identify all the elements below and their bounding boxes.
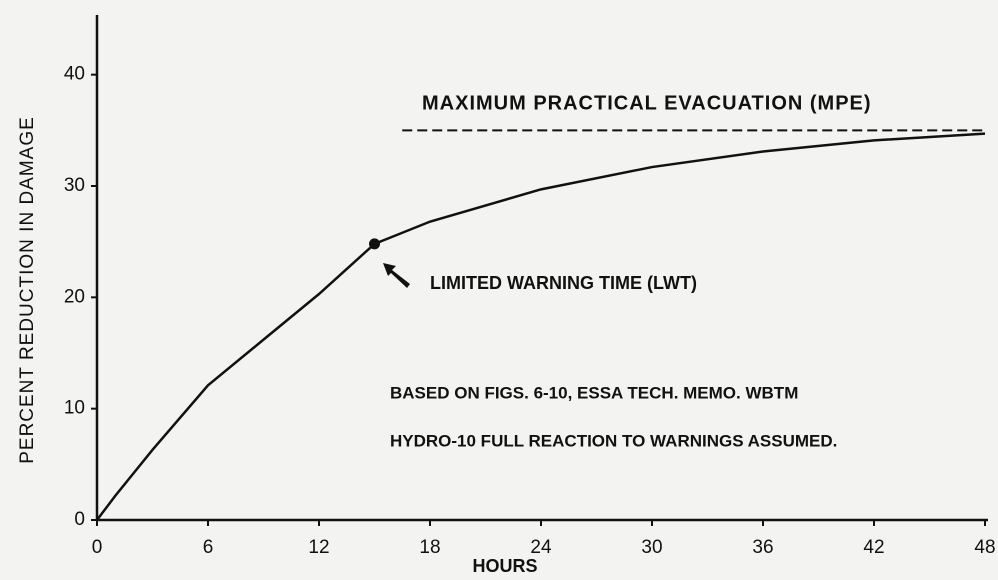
x-tick-label: 30 <box>641 537 662 558</box>
x-tick-label: 6 <box>203 537 214 558</box>
y-tick-label: 40 <box>64 64 85 85</box>
y-tick-label: 30 <box>64 175 85 196</box>
lwt-label: LIMITED WARNING TIME (LWT) <box>430 273 697 293</box>
y-axis-label: PERCENT REDUCTION IN DAMAGE <box>17 116 38 464</box>
x-tick-label: 18 <box>419 537 440 558</box>
x-tick-label: 0 <box>92 537 103 558</box>
x-tick-label: 42 <box>863 537 884 558</box>
x-tick-label: 36 <box>752 537 773 558</box>
y-tick-label: 0 <box>74 509 85 530</box>
lwt-point <box>369 238 380 250</box>
y-tick-label: 20 <box>64 286 85 307</box>
arrow <box>383 263 410 288</box>
x-tick-label: 24 <box>530 537 552 558</box>
x-tick-label: 12 <box>308 537 329 558</box>
note-line: BASED ON FIGS. 6-10, ESSA TECH. MEMO. WB… <box>390 383 798 402</box>
y-tick-label: 10 <box>64 398 85 419</box>
mpe-label: MAXIMUM PRACTICAL EVACUATION (MPE) <box>422 92 872 114</box>
note-line: HYDRO-10 FULL REACTION TO WARNINGS ASSUM… <box>390 431 837 450</box>
x-tick-label: 48 <box>974 537 995 558</box>
x-axis-label: HOURS <box>472 556 537 576</box>
